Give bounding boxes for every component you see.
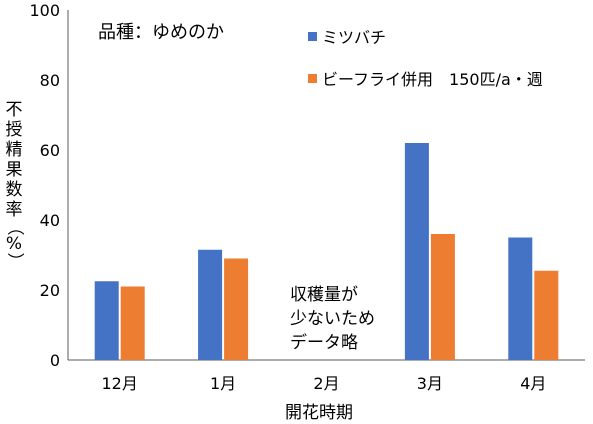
bar-honeybee-3 [404, 143, 429, 360]
bar-beefly-0 [120, 286, 145, 360]
legend-label-honeybee: ミツバチ [322, 28, 387, 47]
y-axis-title-char: 数 [5, 180, 23, 200]
x-tick-label: 2月 [313, 374, 339, 393]
bar-beefly-4 [534, 270, 559, 360]
x-tick-label: 12月 [102, 374, 138, 393]
legend-swatch-honeybee [308, 31, 317, 41]
y-axis-title-char: 精 [5, 140, 23, 160]
no-data-note-line: 少ないため [290, 309, 375, 329]
bar-honeybee-4 [508, 237, 533, 360]
no-data-note-line: 収穫量が [290, 285, 358, 305]
no-data-note-line: データ略 [290, 333, 358, 353]
y-axis-title-char: ） [4, 252, 24, 270]
legend-item-beefly: ビーフライ併用 150匹/a・週 [308, 66, 543, 90]
y-axis-title-char: 果 [5, 160, 23, 180]
y-tick-label: 40 [40, 211, 60, 230]
y-tick-label: 20 [40, 281, 60, 300]
y-axis-title-char: 率 [5, 200, 23, 220]
y-tick-label: 0 [50, 351, 60, 370]
y-tick-label: 80 [40, 71, 60, 90]
cultivar-label: 品種：ゆめのか [98, 22, 224, 43]
bar-beefly-3 [430, 234, 455, 360]
y-axis-title-char: 不 [5, 100, 23, 120]
bar-beefly-1 [224, 258, 249, 360]
y-axis-title-char: 授 [5, 120, 23, 140]
x-tick-label: 1月 [210, 374, 236, 393]
legend-item-honeybee: ミツバチ [308, 24, 386, 48]
y-tick-label: 100 [29, 1, 60, 20]
bar-honeybee-0 [94, 281, 119, 360]
y-axis-title: 不 授 精 果 数 率 （ % ） [2, 100, 26, 270]
x-axis-title: 開花時期 [285, 403, 353, 423]
y-axis-title-char: （ [4, 218, 24, 236]
legend-swatch-beefly [308, 73, 317, 83]
bar-honeybee-1 [198, 249, 223, 360]
no-data-note: 収穫量が 少ないため データ略 [290, 283, 375, 355]
x-tick-label: 4月 [520, 374, 546, 393]
x-tick-label: 3月 [417, 374, 443, 393]
y-axis-title-char: % [5, 234, 23, 254]
y-tick-label: 60 [40, 141, 60, 160]
legend-label-beefly: ビーフライ併用 150匹/a・週 [322, 70, 543, 89]
